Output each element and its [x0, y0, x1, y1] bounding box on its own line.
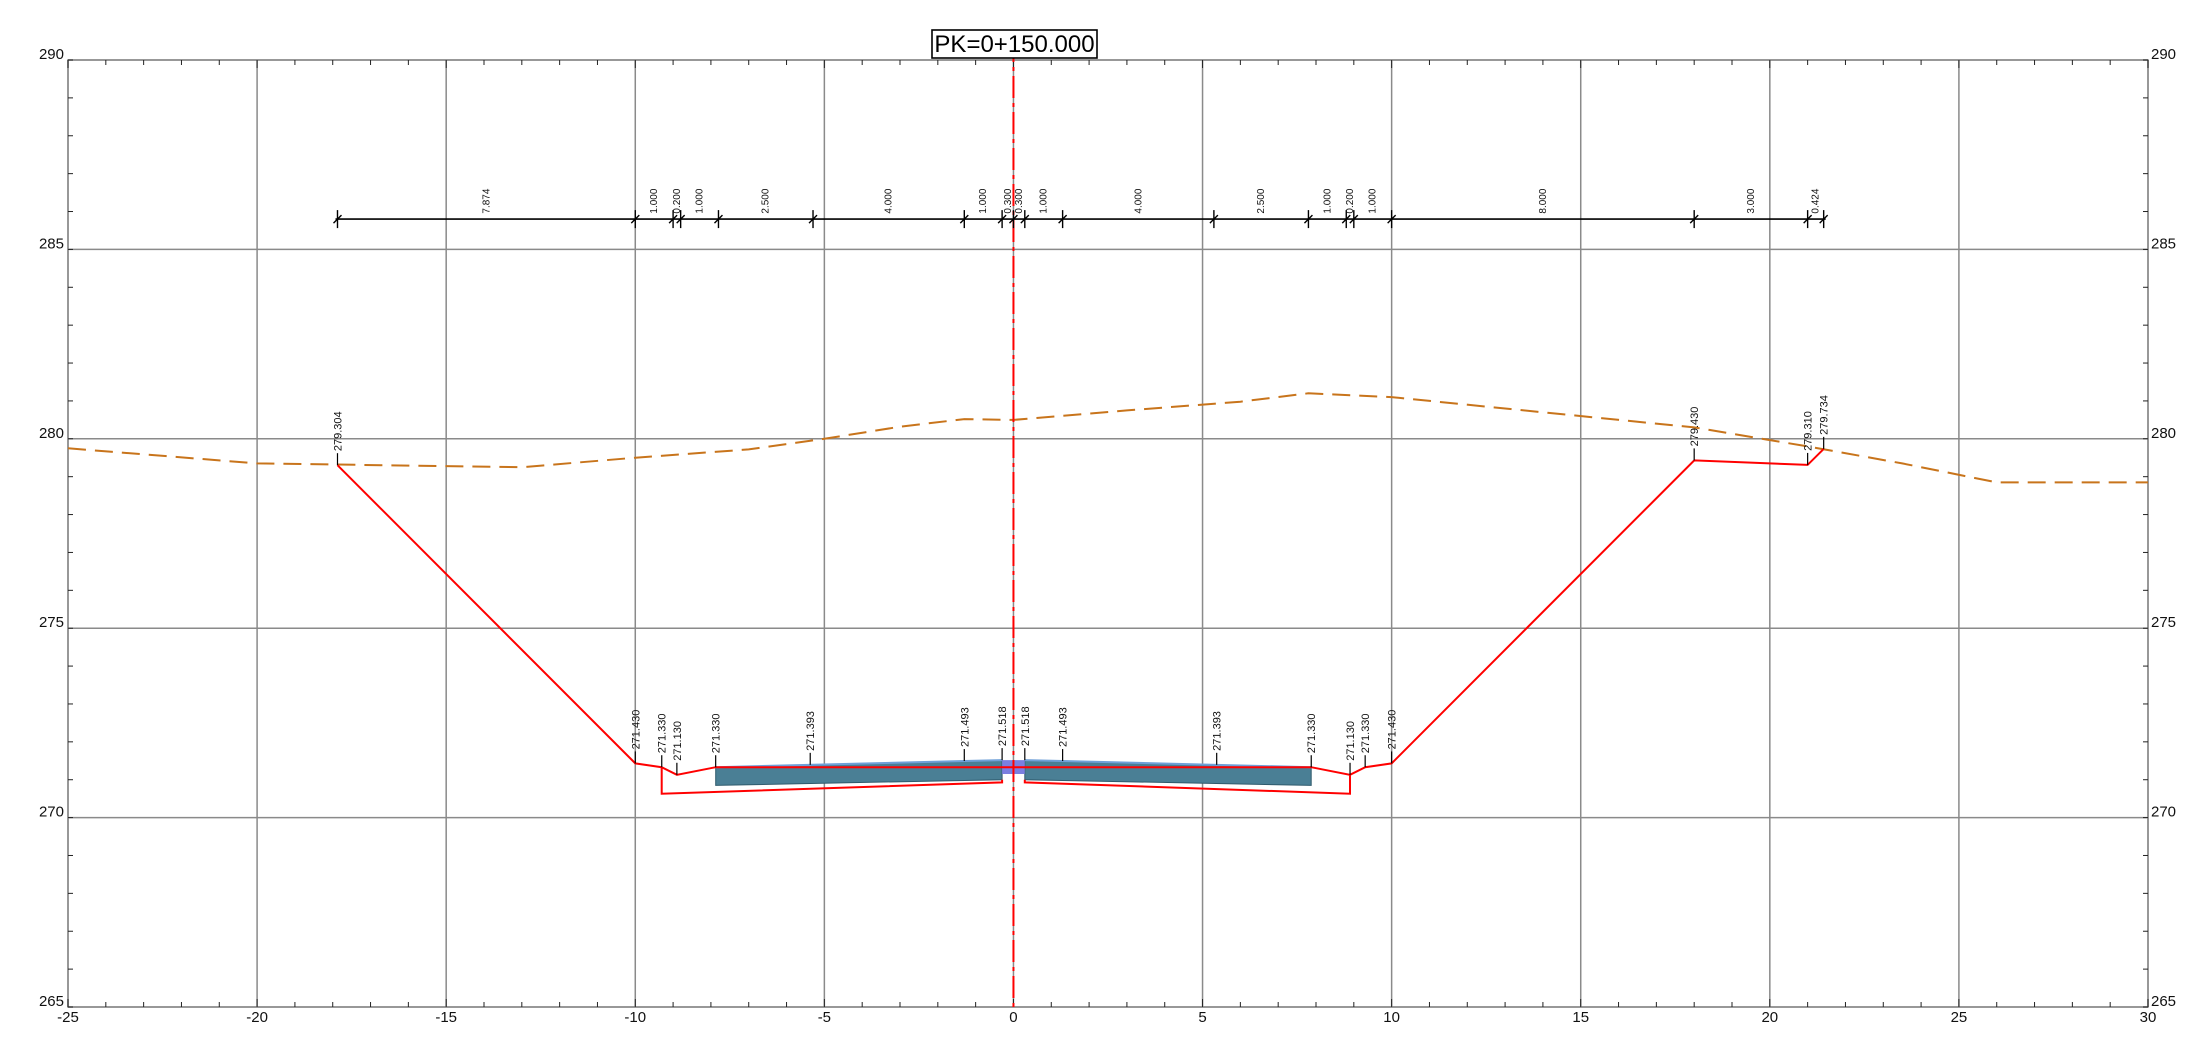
design-section — [336, 448, 1825, 795]
dimension-label: 8.000 — [1538, 188, 1549, 213]
elevation-label: 271.430 — [1387, 710, 1399, 750]
y-tick-label-right: 280 — [2151, 425, 2176, 442]
title-frame — [931, 29, 1098, 59]
y-tick-label-left: 290 — [39, 46, 64, 63]
dimension-label: 1.000 — [1039, 188, 1050, 213]
elevation-label: 271.493 — [959, 707, 971, 747]
y-tick-label-left: 265 — [39, 993, 64, 1010]
dimension-label: 1.000 — [978, 188, 989, 213]
dimension-label: 0.300 — [1014, 188, 1025, 213]
dimension-slash — [630, 214, 640, 224]
x-tick-label: 20 — [1761, 1009, 1778, 1026]
dimension-label: 2.500 — [761, 188, 772, 213]
dimension-label: 2.500 — [1256, 188, 1267, 213]
dimension-label: 3.000 — [1746, 188, 1757, 213]
y-tick-label-left: 270 — [39, 804, 64, 821]
x-tick-label: 25 — [1951, 1009, 1968, 1026]
y-tick-label-right: 290 — [2151, 46, 2176, 63]
dimension-slash — [1349, 214, 1359, 224]
x-tick-label: 5 — [1198, 1009, 1206, 1026]
elevation-label: 279.734 — [1819, 395, 1831, 435]
dimension-label: 0.200 — [672, 188, 683, 213]
x-tick-label: 30 — [2140, 1009, 2157, 1026]
y-tick-label-right: 270 — [2151, 804, 2176, 821]
dimension-slash — [997, 214, 1007, 224]
subgrade-line — [660, 767, 1004, 795]
y-tick-label-right: 265 — [2151, 993, 2176, 1010]
x-tick-label: -20 — [246, 1009, 268, 1026]
design-profile-line — [336, 448, 1825, 776]
dimension-slash — [1008, 214, 1018, 224]
elevation-label: 271.393 — [805, 711, 817, 751]
elevation-label: 271.430 — [630, 710, 642, 750]
y-tick-label-right: 285 — [2151, 235, 2176, 252]
dimension-label: 1.000 — [649, 188, 660, 213]
elevation-label: 271.393 — [1212, 711, 1224, 751]
x-tick-label: 15 — [1572, 1009, 1589, 1026]
terrain-profile — [67, 392, 2148, 484]
dimension-label: 1.000 — [695, 188, 706, 213]
dimension-slash — [332, 214, 342, 224]
elevation-label: 271.330 — [711, 713, 723, 753]
x-tick-label: -5 — [818, 1009, 831, 1026]
x-tick-label: -10 — [624, 1009, 646, 1026]
subgrade-line — [1023, 774, 1351, 795]
dimension-slash — [808, 214, 818, 224]
dimension-slash — [1209, 214, 1219, 224]
dimension-label: 4.000 — [884, 188, 895, 213]
dimension-label: 0.200 — [1345, 188, 1356, 213]
terrain-line — [67, 392, 2148, 484]
dimension-slash — [1303, 214, 1313, 224]
elevation-label: 279.430 — [1689, 407, 1701, 447]
title-box: PK=0+150.000 — [931, 29, 1098, 59]
dimension-line: 7.874 1.000 0.200 1.000 2.500 4.000 1.000 0.300… — [332, 188, 1829, 229]
elevation-label: 279.310 — [1803, 411, 1815, 451]
dimension-slash — [713, 214, 723, 224]
dimension-slash — [1819, 214, 1829, 224]
dimension-label: 0.300 — [1003, 188, 1014, 213]
dimension-label: 1.000 — [1368, 188, 1379, 213]
dimension-slash — [1058, 214, 1068, 224]
axis-ticks — [67, 59, 2149, 1008]
x-tick-label: -25 — [57, 1009, 79, 1026]
y-tick-label-left: 285 — [39, 235, 64, 252]
x-tick-label: -15 — [435, 1009, 457, 1026]
elevation-label: 271.493 — [1058, 707, 1070, 747]
elevation-label: 279.304 — [332, 411, 344, 451]
elevation-label: 271.130 — [672, 721, 684, 761]
elevation-label: 271.330 — [1306, 713, 1318, 753]
section-title: PK=0+150.000 — [934, 31, 1094, 58]
x-tick-label: 0 — [1009, 1009, 1017, 1026]
dimension-label: 0.424 — [1811, 188, 1822, 213]
elevation-label: 271.330 — [657, 713, 669, 753]
dimension-label: 7.874 — [481, 188, 492, 213]
dimension-slash — [1387, 214, 1397, 224]
y-tick-label-right: 275 — [2151, 614, 2176, 631]
dimension-label: 1.000 — [1322, 188, 1333, 213]
y-tick-label-left: 275 — [39, 614, 64, 631]
dimension-slash — [668, 214, 678, 224]
dimension-slash — [1803, 214, 1813, 224]
dimension-slash — [959, 214, 969, 224]
elevation-label: 271.130 — [1345, 721, 1357, 761]
dimension-slash — [1689, 214, 1699, 224]
elevation-label: 271.518 — [997, 706, 1009, 746]
y-tick-label-left: 280 — [39, 425, 64, 442]
dimension-slash — [1020, 214, 1030, 224]
dimension-slash — [1341, 214, 1351, 224]
plot-frame — [67, 59, 2149, 1008]
x-tick-label: 10 — [1383, 1009, 1400, 1026]
elevation-label: 271.330 — [1360, 713, 1372, 753]
dimension-label: 4.000 — [1133, 188, 1144, 213]
grid — [67, 59, 2149, 1008]
dimension-slash — [676, 214, 686, 224]
elevation-label: 271.518 — [1020, 706, 1032, 746]
